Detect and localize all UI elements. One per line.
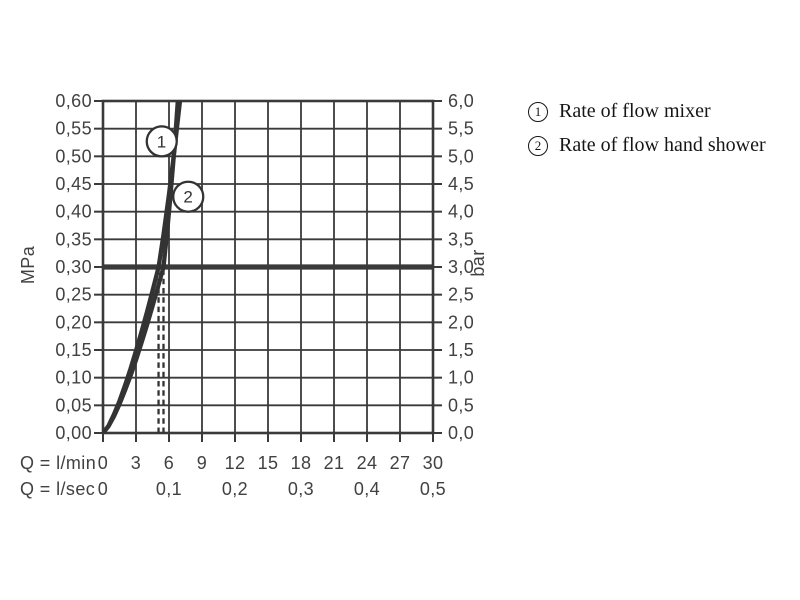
svg-text:0,4: 0,4: [354, 479, 380, 499]
svg-text:MPa: MPa: [18, 245, 38, 284]
svg-text:0,2: 0,2: [222, 479, 248, 499]
svg-text:9: 9: [197, 453, 207, 473]
y-axis-right-unit: bar: [468, 249, 488, 276]
svg-text:0,35: 0,35: [55, 229, 92, 249]
svg-text:0,30: 0,30: [55, 257, 92, 277]
svg-text:24: 24: [357, 453, 378, 473]
svg-text:0,15: 0,15: [55, 340, 92, 360]
legend-item-hand-shower: 2 Rate of flow hand shower: [528, 134, 766, 157]
svg-text:0,00: 0,00: [55, 423, 92, 443]
svg-text:2,0: 2,0: [448, 312, 474, 332]
svg-text:4,5: 4,5: [448, 174, 474, 194]
svg-text:bar: bar: [468, 249, 488, 276]
svg-text:6,0: 6,0: [448, 91, 474, 111]
svg-text:5,0: 5,0: [448, 146, 474, 166]
svg-text:2: 2: [183, 188, 193, 207]
svg-text:0,20: 0,20: [55, 312, 92, 332]
svg-text:1: 1: [157, 132, 167, 151]
legend-symbol-2-circle-icon: 2: [528, 135, 548, 156]
flow-curves: [103, 101, 183, 433]
svg-text:5,5: 5,5: [448, 119, 474, 139]
svg-text:0,5: 0,5: [448, 395, 474, 415]
svg-text:Q = l/sec: Q = l/sec: [20, 479, 95, 499]
svg-text:0: 0: [98, 453, 108, 473]
svg-text:30: 30: [423, 453, 444, 473]
x-axis-row-lsec: Q = l/sec 0 0,1 0,2 0,3 0,4 0,5: [20, 479, 446, 499]
svg-text:0,25: 0,25: [55, 285, 92, 305]
svg-text:0,50: 0,50: [55, 146, 92, 166]
svg-text:0,10: 0,10: [55, 368, 92, 388]
axis-ticks: [94, 100, 442, 442]
curve-marker-2: 2: [172, 180, 205, 213]
svg-text:27: 27: [390, 453, 411, 473]
curve-marker-1: 1: [145, 125, 178, 158]
svg-text:3,0: 3,0: [448, 257, 474, 277]
legend-label-hand-shower: Rate of flow hand shower: [559, 134, 766, 156]
svg-text:1,0: 1,0: [448, 368, 474, 388]
svg-text:0,0: 0,0: [448, 423, 474, 443]
legend-label-mixer: Rate of flow mixer: [559, 100, 711, 122]
legend-item-mixer: 1 Rate of flow mixer: [528, 100, 766, 123]
y-axis-left-unit: MPa: [18, 245, 38, 284]
y-axis-right-labels: 0,0 0,5 1,0 1,5 2,0 2,5 3,0 3,5 4,0 4,5 5,0 5,5 6,0: [448, 91, 474, 443]
svg-text:18: 18: [291, 453, 312, 473]
svg-text:2,5: 2,5: [448, 285, 474, 305]
svg-text:0,40: 0,40: [55, 202, 92, 222]
svg-text:12: 12: [225, 453, 246, 473]
svg-text:21: 21: [324, 453, 345, 473]
legend-symbol-1-circle-icon: 1: [528, 101, 548, 122]
svg-text:1,5: 1,5: [448, 340, 474, 360]
svg-text:15: 15: [258, 453, 279, 473]
y-axis-left-labels: 0,00 0,05 0,10 0,15 0,20 0,25 0,30 0,35 0,40 0,45…: [55, 91, 92, 443]
legend: 1 Rate of flow mixer 2 Rate of flow hand…: [528, 100, 766, 157]
svg-text:0,5: 0,5: [420, 479, 446, 499]
curve-2: [103, 101, 180, 433]
svg-text:3,5: 3,5: [448, 229, 474, 249]
svg-text:0,45: 0,45: [55, 174, 92, 194]
svg-text:0,05: 0,05: [55, 395, 92, 415]
svg-text:0,1: 0,1: [156, 479, 182, 499]
svg-text:0,60: 0,60: [55, 91, 92, 111]
svg-text:0,3: 0,3: [288, 479, 314, 499]
svg-text:0: 0: [98, 479, 108, 499]
svg-text:4,0: 4,0: [448, 202, 474, 222]
svg-text:0,55: 0,55: [55, 119, 92, 139]
svg-text:6: 6: [164, 453, 174, 473]
svg-text:3: 3: [131, 453, 141, 473]
svg-text:Q = l/min: Q = l/min: [20, 453, 96, 473]
x-axis-row-lmin: Q = l/min 0 3 6 9 12 15 18 21 24 27 30: [20, 453, 443, 473]
